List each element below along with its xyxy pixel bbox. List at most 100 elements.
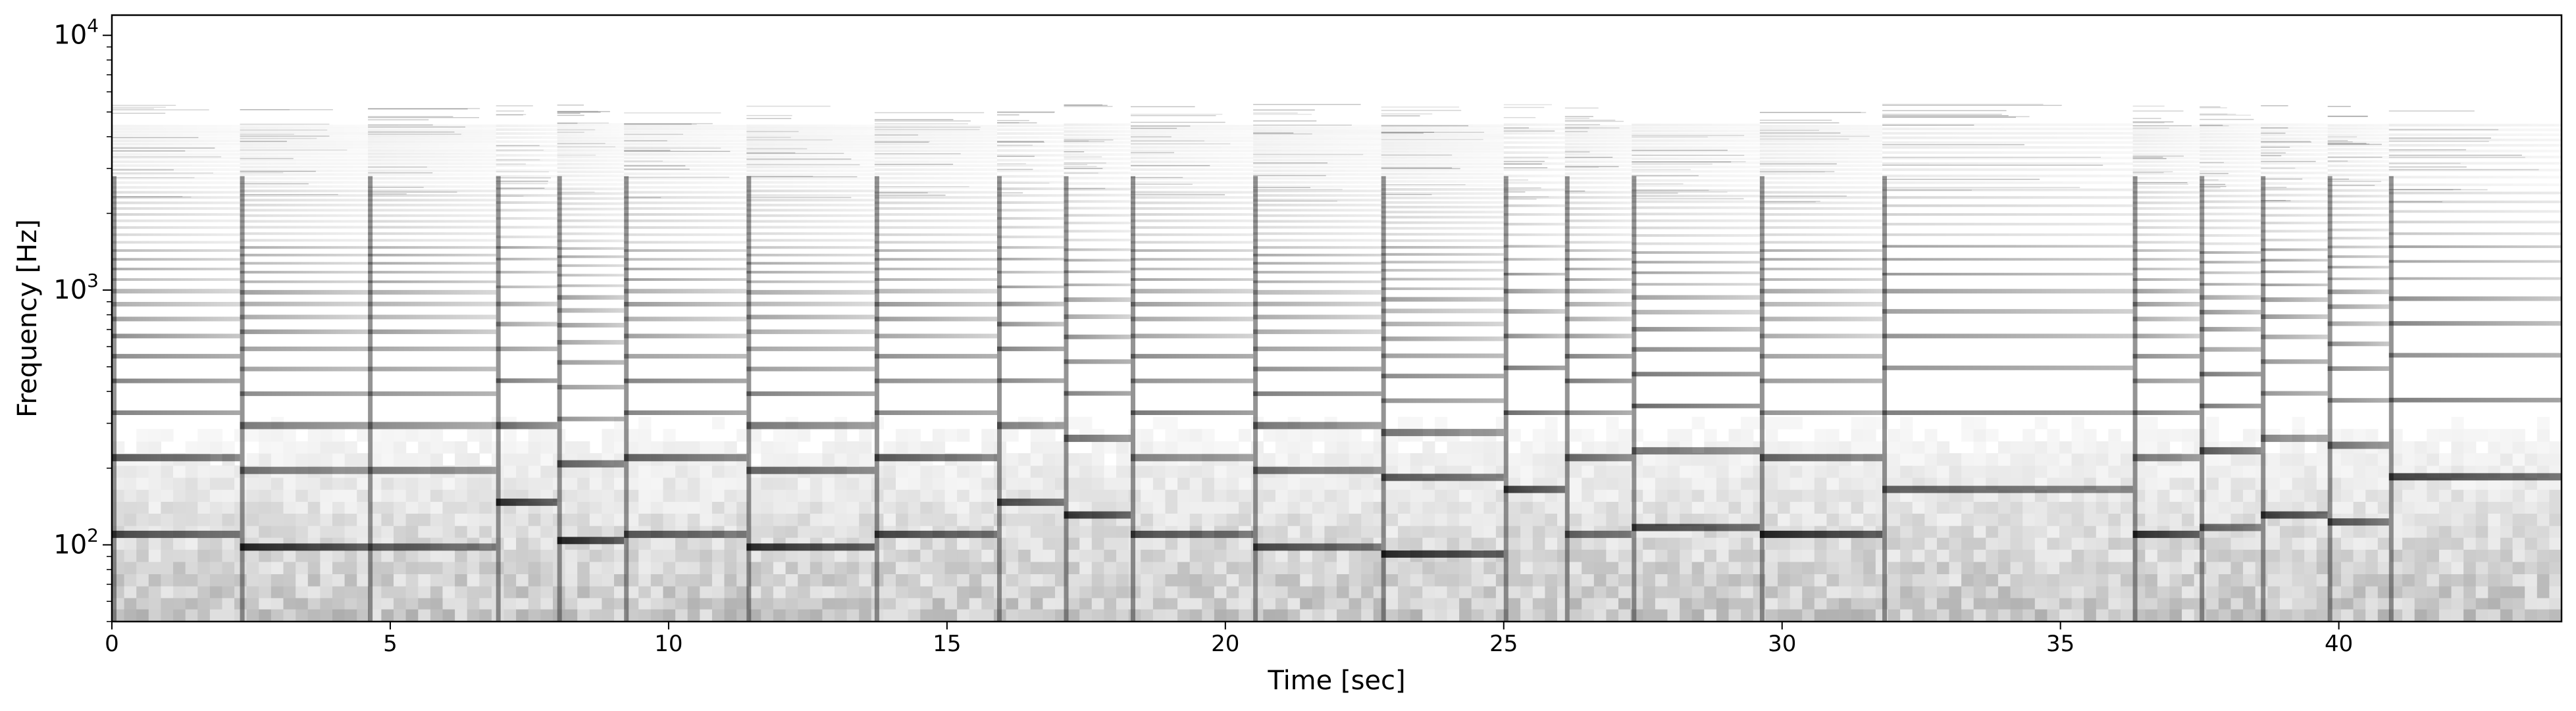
noise-cell <box>1532 501 1545 514</box>
harmonic-band <box>1381 126 1504 130</box>
noise-cell <box>1141 513 1154 526</box>
noise-cell <box>1324 549 1337 562</box>
noise-cell <box>2549 574 2562 587</box>
noise-cell <box>1814 537 1827 550</box>
noise-cell <box>1226 597 1239 610</box>
harmonic-band <box>2327 237 2389 240</box>
noise-cell <box>1189 465 1202 478</box>
harmonic-band <box>1503 410 1565 415</box>
noise-cell <box>589 477 602 490</box>
noise-cell <box>1582 477 1595 490</box>
noise-cell <box>1202 513 1215 526</box>
noise-cell <box>1986 526 1999 538</box>
noise-cell <box>1704 453 1717 466</box>
harmonic-band <box>874 278 997 281</box>
noise-cell <box>1349 597 1362 610</box>
harmonic-band <box>1131 139 1254 143</box>
harmonic-band <box>746 137 875 141</box>
harmonic-band <box>1381 124 1504 128</box>
harmonic-band <box>557 255 625 258</box>
noise-cell <box>2304 453 2317 466</box>
noise-cell <box>2206 537 2219 550</box>
noise-cell <box>2243 537 2256 550</box>
noise-cell <box>2377 465 2390 478</box>
noise-cell <box>2353 477 2366 490</box>
noise-cell <box>2084 608 2097 622</box>
noise-cell <box>1826 608 1840 622</box>
noise-cell <box>222 537 235 550</box>
noise-cell <box>2377 537 2390 550</box>
harmonic-band <box>368 181 496 184</box>
noise-cell <box>638 513 652 526</box>
noise-cell <box>173 549 186 562</box>
noise-cell <box>835 441 848 454</box>
noise-cell <box>2525 585 2538 599</box>
noise-cell <box>136 465 149 478</box>
noise-cell <box>2206 416 2219 429</box>
harmonic-band <box>1381 253 1504 256</box>
noise-cell <box>209 585 223 599</box>
noise-cell <box>2071 501 2084 514</box>
noise-cell <box>1778 597 1791 610</box>
noise-cell <box>1422 501 1435 514</box>
noise-cell <box>2169 465 2182 478</box>
noise-cell <box>307 561 321 574</box>
harmonic-band <box>240 220 369 223</box>
noise-cell <box>479 526 492 538</box>
noise-cell <box>1900 441 1913 454</box>
noise-cell <box>1618 513 1632 526</box>
harmonic-band <box>368 189 496 193</box>
noise-cell <box>1104 526 1117 538</box>
noise-cell <box>381 585 394 599</box>
noise-cell <box>1618 585 1632 599</box>
noise-cell <box>1275 585 1289 599</box>
harmonic-band <box>557 187 625 191</box>
harmonic-band <box>874 172 997 176</box>
harmonic-band <box>997 194 1064 197</box>
harmonic-band <box>368 466 496 474</box>
noise-cell <box>2218 608 2232 622</box>
noise-cell <box>2549 526 2562 538</box>
harmonic-band <box>1759 124 1882 128</box>
harmonic-band <box>1253 543 1381 551</box>
noise-cell <box>2157 465 2171 478</box>
noise-cell <box>1778 585 1791 599</box>
y-tick-label: 103 <box>53 270 99 305</box>
noise-cell <box>1116 501 1129 514</box>
noise-cell <box>565 574 578 587</box>
harmonic-band <box>2327 137 2389 140</box>
noise-cell <box>2157 441 2171 454</box>
noise-cell <box>1287 501 1301 514</box>
noise-cell <box>2451 429 2464 442</box>
noise-cell <box>173 574 186 587</box>
noise-cell <box>846 453 860 466</box>
noise-cell <box>2304 597 2317 610</box>
harmonic-band <box>1632 146 1760 149</box>
noise-cell <box>1361 501 1374 514</box>
noise-cell <box>1593 608 1607 622</box>
noise-cell <box>418 585 431 599</box>
noise-cell <box>503 453 517 466</box>
noise-cell <box>332 513 346 526</box>
noise-cell <box>2267 453 2280 466</box>
noise-cell <box>1434 597 1448 610</box>
harmonic-band <box>1564 149 1632 153</box>
noise-cell <box>2549 489 2562 502</box>
harmonic-band <box>112 333 240 339</box>
noise-cell <box>136 477 149 490</box>
harmonic-band <box>1131 207 1254 210</box>
noise-cell <box>1961 561 1974 574</box>
harmonic-band <box>240 140 369 143</box>
noise-cell <box>1618 597 1632 610</box>
noise-cell <box>846 574 860 587</box>
noise-cell <box>1422 441 1435 454</box>
noise-cell <box>2059 585 2073 599</box>
harmonic-band <box>2200 271 2261 274</box>
noise-cell <box>1704 465 1717 478</box>
noise-cell <box>2218 597 2232 610</box>
noise-cell <box>1606 489 1619 502</box>
noise-cell <box>173 597 186 610</box>
noise-cell <box>270 429 284 442</box>
harmonic-band <box>2388 133 2562 136</box>
noise-cell <box>467 477 480 490</box>
